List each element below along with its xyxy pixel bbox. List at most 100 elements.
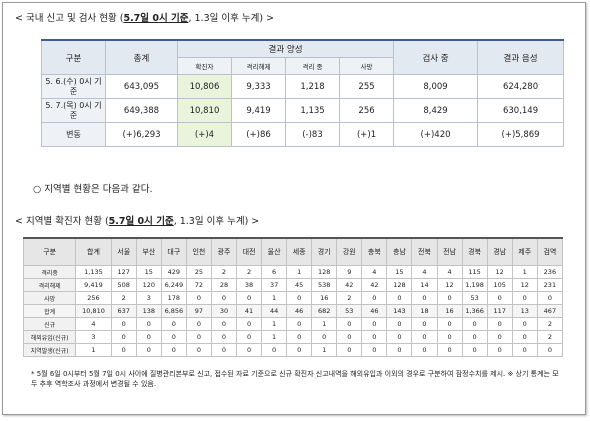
table-cell: 0 — [185, 317, 212, 331]
table-cell: 4 — [75, 317, 112, 331]
table-cell: 0 — [386, 291, 413, 305]
table-cell: 1 — [286, 265, 313, 279]
table-cell: 143 — [386, 304, 413, 318]
table-cell: 0 — [185, 330, 212, 344]
table-cell: 2 — [536, 317, 564, 331]
table-cell: 0 — [336, 330, 363, 344]
table-cell: 9,419 — [75, 278, 112, 292]
table-cell: 127 — [110, 265, 137, 279]
table-cell: 467 — [536, 304, 564, 318]
table-cell: 0 — [286, 317, 313, 331]
table-cell: 2 — [236, 265, 263, 279]
table-cell: (+)4 — [177, 122, 232, 147]
table-row: 합계 10,810 637 138 6,856 97 30 41 44 46 682 53 46 143 1… — [22, 304, 564, 318]
table-cell: 42 — [361, 278, 388, 292]
table-row: 5. 7.(목) 0시 기준 649,388 10,810 9,419 1,135 256… — [41, 98, 565, 123]
table-cell: 12 — [436, 278, 463, 292]
table-cell: 2 — [210, 265, 238, 279]
table-cell: 0 — [511, 317, 538, 331]
table-cell: 53 — [461, 291, 488, 305]
table-cell: 0 — [311, 330, 338, 344]
table-cell: 0 — [160, 317, 187, 331]
table-cell: 6,856 — [160, 304, 187, 318]
row-label: 지역발생(신규) — [22, 343, 77, 357]
row-label: 변동 — [41, 122, 106, 147]
heading-text: , 1.3일 이후 누계) > — [173, 216, 260, 227]
table-cell: 255 — [338, 74, 395, 99]
footnote: * 5월 6일 0시부터 5월 7일 0시 사이에 질병관리본부로 신고, 접수… — [31, 370, 559, 388]
table-cell: 6 — [261, 265, 288, 279]
table-cell: 44 — [261, 304, 288, 318]
table-cell: 10,810 — [75, 304, 112, 318]
header-cell: 전남 — [436, 237, 463, 266]
table-cell: 178 — [160, 291, 187, 305]
table-cell: 45 — [286, 278, 313, 292]
table-cell: 0 — [461, 317, 488, 331]
table-row: 5. 6.(수) 0시 기준 643,095 10,806 9,333 1,218 255… — [41, 74, 565, 99]
table-cell: 0 — [436, 330, 463, 344]
header-cell: 광주 — [210, 237, 238, 266]
header-cell: 구분 — [22, 237, 77, 266]
table-cell: 15 — [135, 265, 162, 279]
section-heading: < 국내 신고 및 검사 현황 (5.7일 0시 기준, 1.3일 이후 누계)… — [15, 10, 274, 24]
note: ○ 지역별 현황은 다음과 같다. — [33, 184, 153, 195]
table-cell: 0 — [185, 291, 212, 305]
table-cell: 0 — [261, 343, 288, 357]
table-cell: 637 — [110, 304, 137, 318]
table-cell: 256 — [75, 291, 112, 305]
table-cell: 649,388 — [105, 98, 178, 123]
table-row: 사망 256 2 3 178 0 0 0 1 0 16 2 0 0 0 0 53 0 0 0 — [22, 291, 564, 305]
table-cell: 0 — [135, 343, 162, 357]
table-cell: 0 — [361, 343, 388, 357]
header-row: 구분 총계 결과 양성 검사 중 결과 음성 — [41, 39, 565, 75]
header-cell: 결과 양성 — [176, 39, 395, 58]
table-cell: 682 — [311, 304, 338, 318]
table-cell: (-)83 — [285, 122, 340, 147]
heading-text: < 국내 신고 및 검사 현황 ( — [15, 13, 124, 24]
table-cell: 128 — [386, 278, 413, 292]
table-cell: 117 — [486, 304, 513, 318]
table-cell: 0 — [411, 330, 438, 344]
heading-text: , 1.3일 이후 누계) > — [188, 13, 275, 24]
table-cell: (+)5,869 — [477, 122, 565, 147]
table-cell: (+)420 — [393, 122, 479, 147]
header-cell: 제주 — [511, 237, 538, 266]
row-label: 해외유입(신규) — [22, 330, 77, 344]
header-cell: 확진자 — [177, 57, 232, 75]
table-cell: 0 — [486, 291, 513, 305]
table-cell: 37 — [261, 278, 288, 292]
table-cell: 0 — [210, 330, 238, 344]
table-cell: 0 — [461, 330, 488, 344]
table-cell: 16 — [311, 291, 338, 305]
table-cell: 0 — [386, 343, 413, 357]
table-cell: 0 — [411, 291, 438, 305]
table-cell: 10,806 — [177, 74, 232, 99]
table-cell: 8,009 — [393, 74, 479, 99]
heading-emphasis: 5.7일 0시 기준 — [108, 216, 174, 227]
table-cell: 0 — [536, 291, 564, 305]
table-row: 해외유입(신규) 3 0 0 0 0 0 0 1 0 0 0 0 0 0 0 0 0 0 2 — [22, 330, 564, 344]
header-cell: 결과 음성 — [477, 39, 565, 75]
table-row: 격리해제 9,419 508 120 6,249 72 28 38 37 45 538 42 42 128… — [22, 278, 564, 292]
table-cell: 236 — [536, 265, 564, 279]
table-cell: 1 — [311, 343, 338, 357]
table-cell: 429 — [160, 265, 187, 279]
table-cell: 0 — [336, 343, 363, 357]
national-table: 구분 총계 결과 양성 검사 중 결과 음성 확진자 격리해제 격리 중 사망 5. 6.(수) … — [41, 39, 565, 147]
header-cell: 강원 — [336, 237, 363, 266]
row-label: 격리중 — [22, 265, 77, 279]
table-cell: 1,218 — [285, 74, 340, 99]
table-cell: 0 — [236, 343, 263, 357]
table-cell: 0 — [286, 291, 313, 305]
table-cell: 8,429 — [393, 98, 479, 123]
table-cell: 115 — [461, 265, 488, 279]
table-cell: 0 — [135, 317, 162, 331]
table-cell: 1 — [261, 291, 288, 305]
table-cell: 38 — [236, 278, 263, 292]
table-cell: 2 — [110, 291, 137, 305]
table-cell: 0 — [286, 330, 313, 344]
table-cell: 1 — [511, 265, 538, 279]
header-cell: 대전 — [236, 237, 263, 266]
table-cell: 0 — [286, 343, 313, 357]
table-cell: 28 — [210, 278, 238, 292]
